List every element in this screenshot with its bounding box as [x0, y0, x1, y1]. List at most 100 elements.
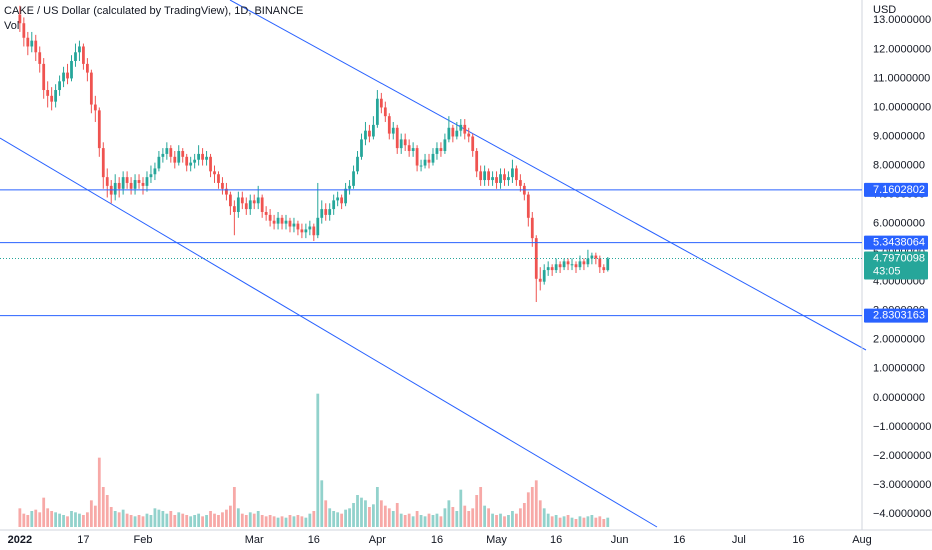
volume-bar: [491, 513, 494, 527]
volume-bar: [566, 515, 570, 527]
candle-body: [34, 40, 38, 53]
candle-body: [113, 182, 117, 195]
candle-body: [54, 90, 58, 102]
candle-body: [483, 171, 487, 181]
candle-body: [42, 63, 46, 91]
volume-label: Vol: [4, 20, 19, 32]
volume-bar: [419, 515, 423, 527]
y-tick-label: −1.0000000: [873, 421, 931, 433]
volume-bar: [320, 480, 324, 527]
candle-body: [62, 72, 65, 82]
candle-body: [280, 217, 284, 224]
y-tick-label: −4.0000000: [873, 508, 931, 520]
candle-body: [594, 255, 598, 259]
candle-body: [70, 60, 73, 79]
candle-body: [316, 217, 320, 236]
volume-bar: [86, 512, 89, 527]
volume-bar: [46, 508, 50, 527]
volume-bar: [364, 500, 367, 527]
volume-bar: [598, 516, 602, 527]
y-tick-label: 13.0000000: [873, 14, 931, 26]
volume-bar: [495, 515, 498, 527]
volume-bar: [515, 513, 518, 527]
volume-bar: [395, 503, 399, 527]
level-label-box: [864, 308, 928, 323]
volume-bar: [109, 507, 113, 527]
candle-body: [419, 165, 423, 167]
candle-body: [201, 153, 204, 160]
volume-bar: [38, 512, 42, 527]
candle-body: [443, 139, 447, 152]
candle-body: [78, 46, 81, 53]
candle-body: [324, 209, 328, 215]
candle-body: [213, 171, 216, 175]
candle-body: [308, 226, 312, 230]
candle-body: [511, 168, 514, 178]
x-tick-label: 16: [550, 534, 562, 546]
candle-body: [26, 37, 30, 47]
candle-body: [50, 95, 54, 102]
candle-body: [439, 148, 443, 152]
candle-body: [550, 267, 554, 271]
volume-bar: [379, 500, 383, 527]
x-tick-label: Mar: [245, 534, 264, 546]
candle-body: [336, 197, 340, 201]
x-tick-label: May: [486, 534, 507, 546]
volume-bar: [538, 500, 542, 527]
x-tick-label: Aug: [852, 534, 872, 546]
volume-bar: [316, 393, 320, 527]
volume-bar: [26, 515, 30, 527]
volume-bar: [169, 511, 173, 527]
candle-body: [105, 177, 109, 186]
candle-body: [145, 177, 149, 186]
volume-bar: [372, 504, 375, 527]
volume-bar: [507, 515, 510, 527]
volume-bar: [546, 513, 550, 527]
volume-bar: [558, 517, 562, 527]
candle-body: [121, 177, 125, 189]
y-tick-label: −2.0000000: [873, 450, 931, 462]
candle-body: [205, 156, 208, 160]
volume-bar: [447, 500, 451, 527]
volume-bar: [511, 511, 514, 527]
candle-body: [217, 174, 220, 183]
candle-body: [530, 217, 534, 239]
volume-bar: [503, 516, 506, 527]
candle-body: [534, 238, 538, 279]
candle-body: [495, 177, 498, 183]
chart-title: CAKE / US Dollar (calculated by TradingV…: [4, 5, 303, 17]
volume-bar: [304, 517, 308, 527]
candle-body: [387, 116, 391, 134]
candle-body: [157, 156, 161, 169]
candle-body: [161, 153, 165, 157]
volume-bar: [97, 457, 101, 527]
volume-bar: [328, 508, 332, 527]
candle-body: [379, 98, 383, 108]
volume-bar: [189, 516, 193, 527]
candle-body: [46, 90, 50, 96]
candle-body: [177, 151, 181, 163]
volume-bar: [324, 500, 328, 527]
candle-body: [606, 258, 610, 271]
volume-bar: [153, 508, 157, 527]
x-tick-label: 16: [431, 534, 443, 546]
volume-bar: [459, 489, 463, 527]
volume-bar: [205, 515, 208, 527]
candle-body: [360, 139, 363, 157]
volume-bar: [78, 513, 81, 527]
volume-bar: [209, 511, 212, 527]
candle-body: [193, 159, 197, 163]
candle-body: [232, 206, 236, 212]
candle-body: [411, 148, 415, 152]
candle-body: [383, 107, 387, 117]
volume-bar: [483, 505, 487, 527]
candle-body: [101, 148, 105, 178]
volume-bar: [201, 516, 204, 527]
candle-body: [272, 220, 276, 224]
candle-body: [407, 145, 411, 152]
volume-bar: [93, 505, 97, 527]
candle-body: [475, 151, 479, 172]
candle-body: [209, 156, 212, 172]
